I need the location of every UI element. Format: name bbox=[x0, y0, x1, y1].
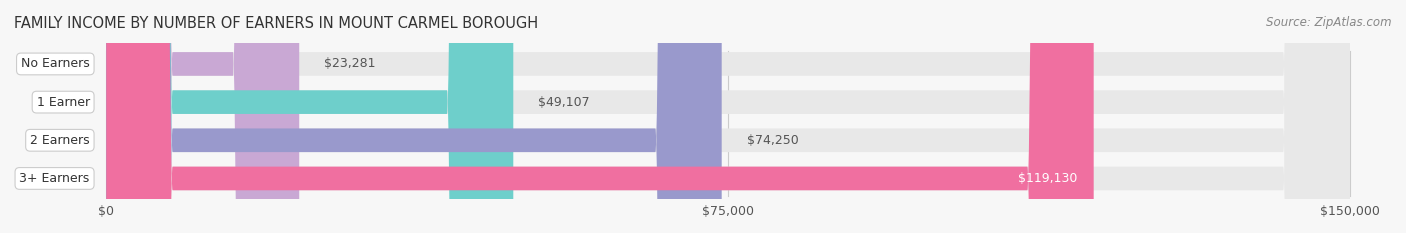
FancyBboxPatch shape bbox=[107, 0, 721, 233]
FancyBboxPatch shape bbox=[107, 0, 1350, 233]
Text: $74,250: $74,250 bbox=[747, 134, 799, 147]
Text: 3+ Earners: 3+ Earners bbox=[20, 172, 90, 185]
Text: FAMILY INCOME BY NUMBER OF EARNERS IN MOUNT CARMEL BOROUGH: FAMILY INCOME BY NUMBER OF EARNERS IN MO… bbox=[14, 16, 538, 31]
FancyBboxPatch shape bbox=[107, 0, 299, 233]
FancyBboxPatch shape bbox=[107, 0, 1350, 233]
Text: No Earners: No Earners bbox=[21, 58, 90, 70]
FancyBboxPatch shape bbox=[107, 0, 1350, 233]
Text: $119,130: $119,130 bbox=[1018, 172, 1077, 185]
FancyBboxPatch shape bbox=[107, 0, 1350, 233]
Text: Source: ZipAtlas.com: Source: ZipAtlas.com bbox=[1267, 16, 1392, 29]
FancyBboxPatch shape bbox=[107, 0, 1094, 233]
Text: 1 Earner: 1 Earner bbox=[37, 96, 90, 109]
Text: $23,281: $23,281 bbox=[325, 58, 375, 70]
Text: $49,107: $49,107 bbox=[538, 96, 589, 109]
Text: 2 Earners: 2 Earners bbox=[30, 134, 90, 147]
FancyBboxPatch shape bbox=[107, 0, 513, 233]
